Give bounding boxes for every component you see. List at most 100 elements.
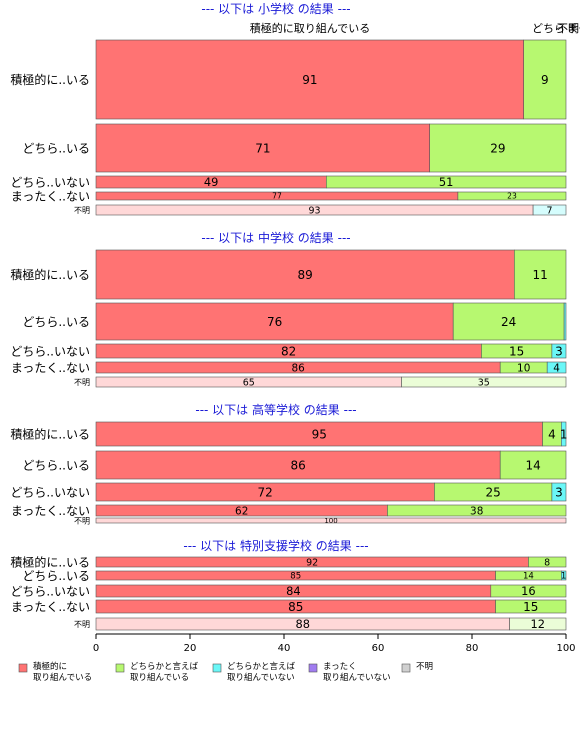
- bar-segment: [528, 556, 567, 568]
- row-label: まったく..ない: [11, 361, 90, 375]
- bar-value-label: 3: [555, 344, 563, 358]
- row-label: どちら..いない: [10, 485, 90, 499]
- panel-2: --- 以下は 高等学校 の結果 --- 積極的に..いる 95 4 1 どちら..いる 8…: [10, 402, 567, 525]
- bar-value-label: 89: [298, 268, 313, 282]
- legend-item-active: 積極的に取り組んでいる: [18, 661, 92, 683]
- bar-row: まったく..ない 85 15: [11, 599, 567, 614]
- bar-segment: [532, 204, 567, 216]
- bar-segment: [560, 421, 567, 447]
- bar-value-label: 77: [272, 192, 282, 201]
- row-label: どちら..いる: [22, 315, 90, 329]
- bar-segment: [95, 39, 525, 120]
- row-label: どちら..いない: [10, 584, 90, 598]
- bar-value-label: 38: [470, 505, 483, 517]
- bar-value-label: 49: [204, 175, 219, 189]
- header-label-notatall: まった: [567, 22, 580, 35]
- bar-segment: [457, 191, 567, 201]
- bar-segment: [509, 617, 567, 631]
- legend-label: 取り組んでいる: [33, 672, 92, 683]
- bar-value-label: 51: [439, 175, 454, 189]
- row-label: まったく..ない: [11, 600, 90, 614]
- bar-value-label: 29: [490, 141, 505, 155]
- legend-label: 取り組んでいない: [227, 672, 295, 683]
- bar-value-label: 95: [312, 427, 327, 441]
- panel-0: --- 以下は 小学校 の結果 --- 積極的に..いる 91 9 どちら..いる 71 2…: [10, 1, 567, 216]
- panel-3: --- 以下は 特別支援学校 の結果 ---積極的に..いる 92 8どちら..いる…: [10, 538, 566, 631]
- row-label: 積極的に..いる: [10, 267, 90, 282]
- bar-row: 不明 88 12: [74, 617, 567, 631]
- bar-segment: [387, 504, 567, 517]
- bar-row: どちら..いる 71 29: [22, 123, 567, 173]
- bar-segment: [452, 302, 565, 341]
- bar-value-label: 4: [553, 362, 560, 374]
- legend-label: 積極的に: [33, 661, 67, 672]
- bar-segment: [563, 302, 567, 341]
- bar-value-label: 84: [286, 584, 301, 598]
- bar-segment: [95, 421, 543, 447]
- x-tick-label: 80: [466, 643, 479, 654]
- bar-row: 不明 65 35: [74, 376, 567, 388]
- bar-segment: [95, 450, 501, 480]
- bar-value-label: 12: [531, 617, 546, 631]
- panel-title: --- 以下は 小学校 の結果 ---: [201, 1, 350, 16]
- bar-row: どちら..いない 82 15 3: [10, 343, 567, 358]
- legend-item-unknown: 不明: [401, 662, 433, 673]
- bar-segment: [560, 570, 567, 581]
- legend-swatch: [115, 663, 125, 673]
- row-label: どちら..いない: [10, 175, 90, 189]
- bar-segment: [546, 361, 567, 374]
- bar-value-label: 91: [302, 73, 317, 87]
- row-label: どちら..いる: [22, 141, 90, 155]
- bar-segment: [513, 249, 567, 300]
- bar-row: 積極的に..いる 91 9: [10, 39, 567, 120]
- bar-value-label: 86: [291, 362, 304, 374]
- bar-value-label: 23: [507, 192, 517, 201]
- bar-row: まったく..ない 62 38: [11, 504, 567, 518]
- x-axis: 0 20 40 60 80 100: [93, 633, 576, 654]
- legend-swatch: [18, 663, 28, 673]
- bar-value-label: 15: [509, 344, 524, 358]
- x-tick-label: 100: [556, 643, 575, 654]
- row-label: 積極的に..いる: [10, 554, 90, 569]
- bar-value-label: 71: [255, 141, 270, 155]
- bar-value-label: 11: [533, 268, 548, 282]
- bar-row: 積極的に..いる 92 8: [10, 554, 567, 569]
- panel-1: --- 以下は 中学校 の結果 --- 積極的に..いる 89 11 どちら..いる 76…: [10, 230, 567, 388]
- x-tick-label: 60: [372, 643, 385, 654]
- bar-row: どちら..いる 85 14 1: [22, 569, 566, 583]
- bar-value-label: 86: [290, 458, 305, 472]
- bar-value-label: 85: [290, 572, 301, 582]
- bar-value-label: 62: [235, 505, 248, 517]
- bar-value-label: 72: [258, 485, 273, 499]
- bar-value-label: 35: [478, 377, 490, 388]
- legend-label: どちらかと言えば: [130, 661, 199, 672]
- row-label: 積極的に..いる: [10, 72, 90, 87]
- bar-value-label: 14: [523, 572, 534, 582]
- bar-row: まったく..ない 77 23: [11, 189, 567, 203]
- bar-value-label: 1: [560, 427, 568, 441]
- bar-value-label: 93: [309, 205, 321, 216]
- row-label: どちら..いない: [10, 344, 90, 358]
- bar-segment: [551, 482, 567, 502]
- bar-segment: [325, 175, 567, 189]
- bar-segment: [401, 376, 567, 388]
- bar-row: 不明 100: [74, 516, 567, 525]
- bar-value-label: 85: [288, 600, 303, 614]
- row-label: 不明: [74, 620, 90, 629]
- bar-row: どちら..いない 49 51: [10, 175, 567, 189]
- bar-value-label: 92: [306, 557, 318, 568]
- bar-segment: [429, 123, 567, 173]
- x-tick-label: 20: [184, 643, 197, 654]
- bar-row: どちら..いない 84 16: [10, 584, 567, 598]
- bar-value-label: 76: [267, 315, 282, 329]
- header-label-somewhat: どちら: [532, 22, 565, 35]
- row-label: 不明: [74, 516, 90, 525]
- bar-segment: [95, 249, 515, 300]
- bar-value-label: 16: [521, 584, 536, 598]
- bar-value-label: 15: [523, 600, 538, 614]
- bar-value-label: 25: [486, 485, 501, 499]
